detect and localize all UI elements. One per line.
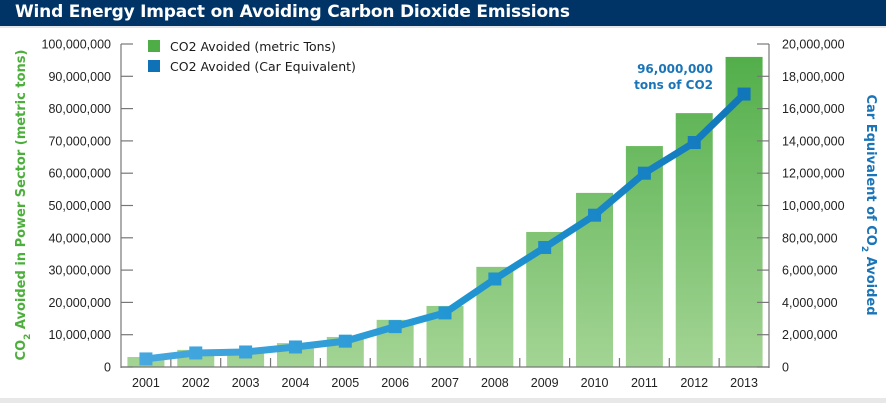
chart-title: Wind Energy Impact on Avoiding Carbon Di… <box>15 2 570 22</box>
right-tick-label: 0 <box>782 361 789 375</box>
line-marker-2009 <box>538 240 552 254</box>
line-marker-2008 <box>488 272 502 286</box>
x-tick-label: 2008 <box>481 376 509 390</box>
x-tick-label: 2009 <box>531 376 559 390</box>
right-tick-label: 16,000,000 <box>782 102 845 116</box>
right-tick-label: 12,000,000 <box>782 167 845 181</box>
line-marker-2003 <box>239 345 253 359</box>
x-tick-label: 2004 <box>282 376 310 390</box>
line-marker-2011 <box>637 166 651 180</box>
left-tick-label: 0 <box>104 361 111 375</box>
left-tick-label: 80,000,000 <box>48 102 111 116</box>
line-marker-2004 <box>288 340 302 354</box>
subscript: 2 <box>859 246 869 252</box>
line-marker-2001 <box>139 352 153 366</box>
left-tick-label: 30,000,000 <box>48 264 111 278</box>
right-tick-label: 4,000,000 <box>782 296 838 310</box>
left-tick-label: 60,000,000 <box>48 167 111 181</box>
annotation-line1: 96,000,000 <box>637 62 713 76</box>
line-marker-2012 <box>687 136 701 150</box>
annotation-line2: tons of CO2 <box>634 78 713 92</box>
x-tick-label: 2007 <box>431 376 459 390</box>
legend: CO2 Avoided (metric Tons) CO2 Avoided (C… <box>148 39 356 74</box>
line-marker-2013 <box>737 87 751 101</box>
x-tick-label: 2012 <box>680 376 708 390</box>
axis-titles: CO2 Avoided in Power Sector (metric tons… <box>14 50 878 361</box>
x-tick-label: 2010 <box>581 376 609 390</box>
bar-series <box>127 56 763 368</box>
bottom-band <box>0 398 886 403</box>
line-series <box>139 87 751 366</box>
x-tick-label: 2003 <box>232 376 260 390</box>
x-tick-label: 2001 <box>132 376 160 390</box>
x-tick-label: 2002 <box>182 376 210 390</box>
x-tick-label: 2011 <box>631 376 658 390</box>
right-tick-label: 6,000,000 <box>782 264 838 278</box>
left-tick-label: 10,000,000 <box>48 328 111 342</box>
right-tick-label: 18,000,000 <box>782 70 845 84</box>
left-tick-label: 20,000,000 <box>48 296 111 310</box>
annotation: 96,000,000 tons of CO2 <box>634 62 713 92</box>
left-tick-label: 100,000,000 <box>41 38 111 52</box>
left-tick-label: 40,000,000 <box>48 231 111 245</box>
axes: 0 10,000,000 20,000,000 30,000,000 40,000,00… <box>41 38 844 391</box>
line-marker-2002 <box>189 346 203 360</box>
right-tick-label: 80,00,000 <box>782 231 838 245</box>
line-marker-2010 <box>588 208 602 222</box>
bar-2012 <box>675 113 713 367</box>
line-marker-2005 <box>338 334 352 348</box>
legend-label-line: CO2 Avoided (Car Equivalent) <box>170 59 356 74</box>
legend-swatch-line <box>148 60 160 72</box>
left-tick-label: 90,000,000 <box>48 70 111 84</box>
title-bar: Wind Energy Impact on Avoiding Carbon Di… <box>0 0 886 28</box>
line-marker-2007 <box>438 306 452 320</box>
subscript: 2 <box>23 334 33 340</box>
left-tick-label: 70,000,000 <box>48 134 111 148</box>
right-tick-label: 10,000,000 <box>782 199 845 213</box>
legend-swatch-bars <box>148 40 160 52</box>
line-marker-2006 <box>388 320 402 334</box>
right-tick-label: 20,000,000 <box>782 38 845 52</box>
right-axis-title: Car Equivalent of CO2 Avoided <box>859 94 878 315</box>
x-tick-label: 2013 <box>730 376 758 390</box>
left-tick-label: 50,000,000 <box>48 199 111 213</box>
right-tick-label: 14,000,000 <box>782 134 845 148</box>
left-axis-title: CO2 Avoided in Power Sector (metric tons… <box>14 50 33 361</box>
x-tick-label: 2005 <box>331 376 359 390</box>
legend-label-bars: CO2 Avoided (metric Tons) <box>170 39 336 54</box>
x-tick-label: 2006 <box>381 376 409 390</box>
right-tick-label: 2,000,000 <box>782 328 838 342</box>
